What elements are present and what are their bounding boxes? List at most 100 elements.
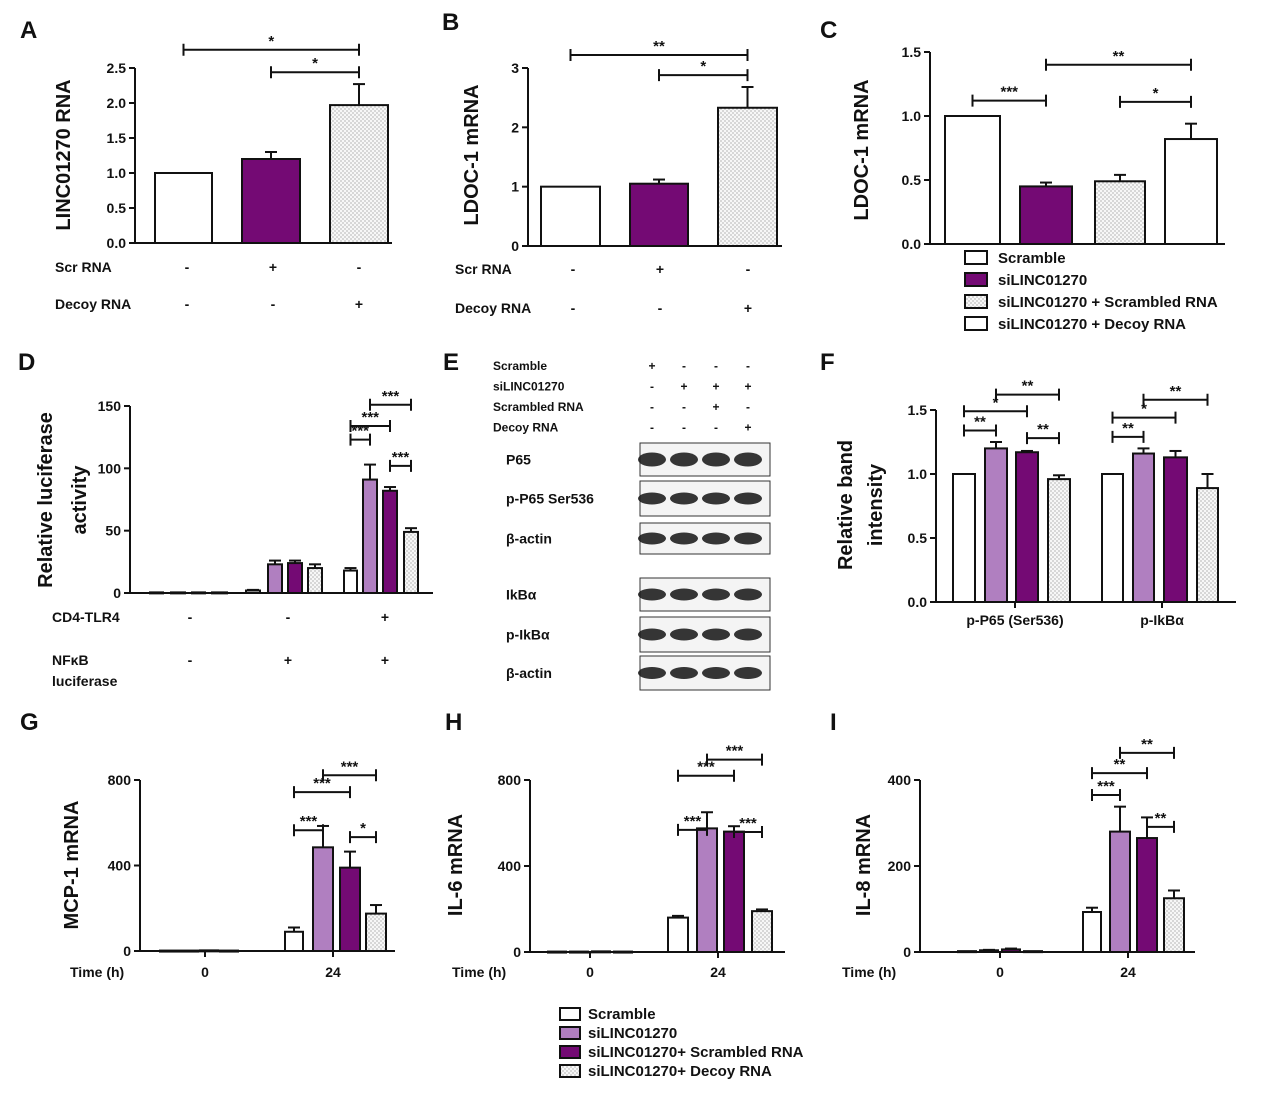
legend-swatch <box>559 1045 581 1059</box>
condition-sign: - <box>271 296 276 312</box>
legend-label: Scramble <box>588 1006 656 1023</box>
legend-swatch <box>559 1064 581 1078</box>
condition-sign: - <box>571 261 576 277</box>
panel-H: H 0 400 800 IL-6 mRNA *** *** *** *** 0 24 Time (h) <box>445 709 785 980</box>
blot-condition-sign: + <box>712 400 719 414</box>
condition-label: Scr RNA <box>55 259 112 275</box>
significance-label: *** <box>739 815 757 832</box>
y-tick-label: 1 <box>511 179 519 195</box>
bar-white <box>667 916 689 953</box>
significance-bracket <box>349 433 371 446</box>
significance-label: *** <box>382 388 400 405</box>
blot-condition-sign: + <box>744 380 751 394</box>
blot-condition-sign: + <box>712 380 719 394</box>
y-tick-label: 0.0 <box>107 235 127 251</box>
y-tick-label: 1.0 <box>902 108 922 124</box>
significance-label: * <box>268 33 274 50</box>
bottom-legend: Scramble siLINC01270 siLINC01270+ Scramble… <box>559 1006 804 1080</box>
significance-bracket <box>971 94 1047 107</box>
bar-white <box>154 172 213 244</box>
significance-label: *** <box>697 759 715 776</box>
panel-letter: F <box>820 349 835 376</box>
y-tick-label: 1.5 <box>908 402 928 418</box>
bar-white <box>540 185 601 248</box>
blot-band <box>638 667 666 679</box>
bar-white <box>343 569 358 594</box>
bar-white <box>957 950 977 954</box>
significance-bracket <box>1111 411 1177 424</box>
x-tick-label: 24 <box>1120 964 1136 980</box>
panel-letter: G <box>20 709 39 736</box>
bar-dotted <box>613 950 633 954</box>
y-axis-label: Relative band <box>835 440 857 570</box>
bar-dark <box>1019 185 1073 245</box>
legend-label: siLINC01270 <box>998 272 1087 289</box>
significance-bracket <box>389 459 412 472</box>
y-tick-label: 0 <box>113 585 121 601</box>
x-axis-label: Time (h) <box>452 964 506 980</box>
y-tick-label: 0 <box>903 944 911 960</box>
y-tick-label: 0 <box>511 238 519 254</box>
bar-light <box>179 949 199 953</box>
y-tick-label: 800 <box>108 772 132 788</box>
y-tick-label: 1.0 <box>107 165 127 181</box>
significance-label: * <box>993 394 999 411</box>
bar-dotted <box>307 567 323 594</box>
significance-label: *** <box>1000 84 1018 101</box>
bar-dotted <box>1047 478 1071 603</box>
legend-label: Scramble <box>998 250 1066 267</box>
bar-white <box>1101 473 1124 603</box>
significance-bracket <box>963 405 1028 418</box>
significance-bracket <box>369 398 412 411</box>
blot-band <box>702 628 730 641</box>
bar-light <box>1109 830 1131 953</box>
significance-label: ** <box>974 413 986 430</box>
significance-bracket <box>293 824 324 837</box>
significance-bracket <box>677 769 735 782</box>
blot-band <box>734 588 762 601</box>
significance-bracket <box>963 424 997 437</box>
significance-label: *** <box>300 813 318 830</box>
significance-bracket <box>1091 767 1148 780</box>
significance-label: ** <box>653 38 665 55</box>
bar-white <box>547 950 567 954</box>
condition-sign: - <box>286 609 291 625</box>
panel-letter: I <box>830 709 837 736</box>
blot-band <box>734 452 762 467</box>
bar-white <box>944 115 1001 245</box>
blot-band <box>670 532 698 545</box>
legend-swatch <box>964 272 988 287</box>
significance-bracket <box>677 823 708 836</box>
bar-dark <box>1015 451 1039 603</box>
y-axis-label: IL-6 mRNA <box>445 814 467 916</box>
panel-letter: A <box>20 17 37 44</box>
blot-band <box>670 667 698 679</box>
significance-bracket <box>322 769 377 782</box>
bar-dotted <box>717 106 778 248</box>
bar-light <box>267 563 283 594</box>
condition-label: NFκB <box>52 652 89 668</box>
blot-condition-sign: + <box>680 380 687 394</box>
panel-E: E Scramble + - - - siLINC01270 - + + + Scrambled RN… <box>443 349 771 691</box>
blot-condition-sign: - <box>714 421 718 435</box>
significance-bracket <box>293 786 351 799</box>
significance-label: *** <box>726 743 744 760</box>
condition-sign: + <box>284 652 292 668</box>
bar-white <box>284 930 304 953</box>
panel-letter: D <box>18 349 35 376</box>
blot-band <box>670 628 698 641</box>
significance-bracket <box>1142 393 1209 406</box>
bar-dotted <box>403 530 419 594</box>
blot-band <box>702 667 730 679</box>
significance-bracket <box>270 66 360 79</box>
blot-row-label: β-actin <box>506 665 552 681</box>
significance-label: ** <box>1037 421 1049 438</box>
blot-condition-label: siLINC01270 <box>493 380 565 394</box>
blot-band <box>670 452 698 467</box>
y-tick-label: 0 <box>123 943 131 959</box>
y-axis-label: activity <box>69 465 91 535</box>
legend-label: siLINC01270 <box>588 1025 677 1042</box>
significance-label: ** <box>1141 736 1153 753</box>
